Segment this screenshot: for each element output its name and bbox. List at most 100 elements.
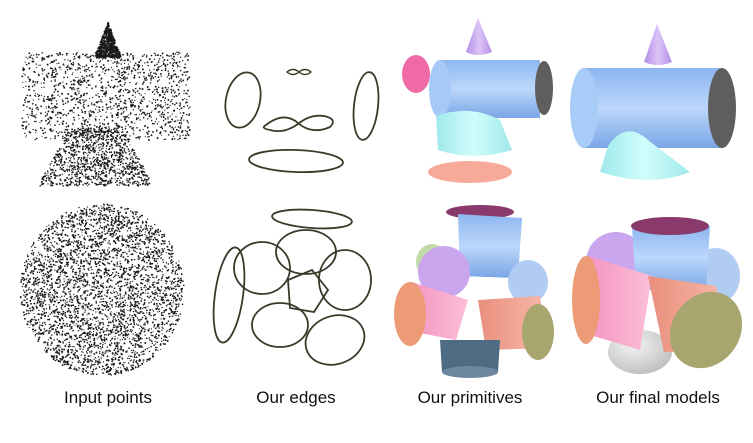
point	[105, 179, 108, 182]
point	[109, 180, 112, 183]
point	[63, 239, 65, 242]
point	[46, 95, 49, 98]
point	[141, 68, 144, 71]
point	[124, 172, 127, 174]
point	[51, 76, 53, 79]
point	[51, 106, 53, 109]
point	[132, 67, 135, 70]
point	[55, 183, 58, 186]
point	[94, 175, 97, 178]
point	[95, 131, 97, 133]
point	[154, 54, 157, 57]
point	[45, 178, 48, 180]
point	[120, 158, 122, 161]
point	[88, 208, 91, 211]
point	[115, 96, 118, 99]
point	[88, 141, 90, 143]
point	[99, 164, 102, 166]
point	[116, 63, 118, 65]
point	[55, 279, 58, 281]
point	[126, 184, 128, 186]
point	[92, 144, 95, 147]
point	[105, 41, 107, 43]
point	[169, 104, 171, 107]
point	[82, 324, 84, 326]
point	[156, 91, 159, 94]
point	[102, 35, 104, 37]
point	[118, 158, 120, 161]
point	[126, 230, 129, 232]
point	[94, 249, 97, 252]
point	[57, 84, 60, 86]
point	[97, 173, 100, 176]
point	[134, 309, 136, 311]
point	[162, 292, 165, 295]
point	[99, 127, 101, 129]
point	[54, 328, 57, 331]
point	[118, 103, 120, 105]
point	[153, 323, 156, 326]
point	[156, 346, 158, 349]
point	[24, 74, 26, 76]
point	[40, 119, 43, 122]
point	[101, 87, 104, 89]
point	[138, 243, 141, 245]
point	[56, 53, 59, 55]
point	[95, 280, 98, 282]
point	[102, 241, 104, 243]
point	[176, 76, 178, 79]
point	[98, 146, 100, 149]
point	[94, 182, 96, 185]
point	[171, 99, 173, 101]
point	[82, 146, 84, 148]
point	[111, 114, 114, 117]
point	[140, 288, 143, 291]
point	[109, 179, 111, 181]
point	[49, 173, 52, 176]
point	[106, 161, 109, 164]
point	[51, 227, 53, 229]
point	[112, 331, 114, 334]
point	[94, 149, 97, 152]
point	[112, 212, 114, 214]
point	[131, 366, 133, 368]
point	[147, 88, 149, 91]
point	[38, 331, 40, 333]
point	[124, 162, 127, 165]
point	[78, 56, 81, 59]
point	[157, 299, 159, 302]
point	[81, 294, 83, 296]
point	[139, 109, 141, 111]
point	[108, 274, 111, 277]
point	[69, 183, 72, 186]
point	[120, 171, 123, 173]
point	[184, 56, 186, 58]
point	[124, 291, 127, 293]
point	[74, 230, 77, 232]
point	[76, 80, 79, 83]
point	[71, 146, 73, 148]
point	[68, 238, 71, 240]
point	[81, 168, 83, 170]
point	[159, 94, 162, 97]
point	[115, 238, 117, 240]
point	[126, 317, 129, 320]
point	[95, 153, 98, 156]
point	[172, 53, 175, 56]
point	[59, 334, 61, 336]
point	[50, 175, 53, 178]
point	[119, 164, 122, 166]
point	[177, 53, 179, 56]
point	[154, 101, 157, 104]
point	[161, 233, 163, 236]
point	[105, 116, 108, 119]
point	[25, 134, 28, 136]
point	[88, 262, 91, 265]
point	[99, 133, 101, 136]
point	[33, 298, 35, 301]
point	[47, 172, 49, 174]
point	[82, 153, 85, 155]
point	[81, 111, 84, 114]
point	[53, 85, 56, 88]
point	[41, 136, 43, 138]
